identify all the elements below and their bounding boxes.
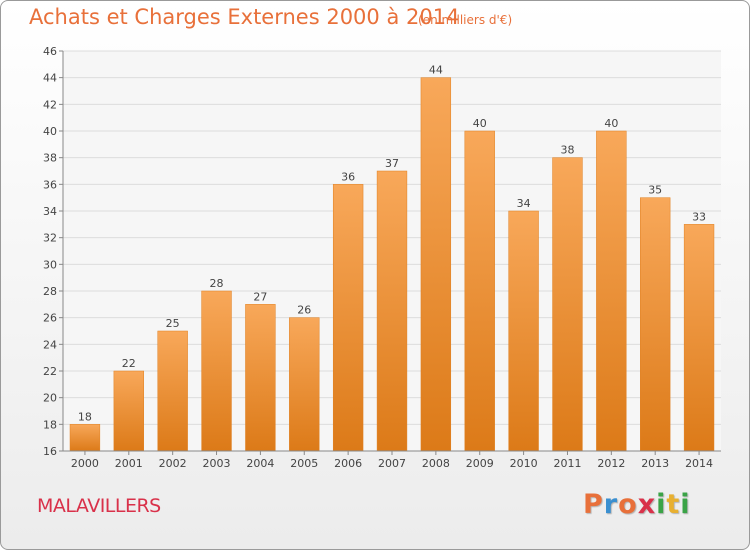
x-tick-label-2009: 2009 xyxy=(466,457,494,470)
y-tick-label: 44 xyxy=(43,72,57,85)
x-tick-label-2013: 2013 xyxy=(641,457,669,470)
logo-letter: r xyxy=(603,489,619,520)
bar-2011 xyxy=(552,157,583,452)
data-label-2003: 28 xyxy=(210,277,224,290)
bar-2009 xyxy=(464,130,495,452)
data-label-2010: 34 xyxy=(517,197,531,210)
logo-letter: P xyxy=(583,489,604,520)
bar-2001 xyxy=(113,370,144,452)
chart-title: Achats et Charges Externes 2000 à 2014 xyxy=(29,5,460,29)
bar-chart: 18 22 25 28 27 26 36 37 44 40 34 38 40 35 33 16 18 20 22 2… xyxy=(43,45,721,470)
axes: 16 18 20 22 24 26 28 30 32 34 36 38 40 42 44 46 2000 2001… xyxy=(43,45,721,470)
x-tick-label-2014: 2014 xyxy=(685,457,713,470)
x-tick-label-2007: 2007 xyxy=(378,457,406,470)
data-label-2013: 35 xyxy=(648,184,662,197)
data-labels: 18 22 25 28 27 26 36 37 44 40 34 38 40 35 33 xyxy=(78,64,706,424)
x-tick-label-2012: 2012 xyxy=(597,457,625,470)
x-tick-label-2000: 2000 xyxy=(71,457,99,470)
x-tick-label-2006: 2006 xyxy=(334,457,362,470)
commune-name: MALAVILLERS xyxy=(37,495,161,517)
data-label-2006: 36 xyxy=(341,170,355,183)
data-label-2001: 22 xyxy=(122,357,136,370)
bar-2002 xyxy=(157,330,188,452)
data-label-2007: 37 xyxy=(385,157,399,170)
bar-2010 xyxy=(508,210,539,452)
bar-2003 xyxy=(201,290,232,452)
chart-subtitle: (en milliers d'€) xyxy=(418,13,513,27)
logo-letter: i xyxy=(656,489,667,520)
x-tick-label-2011: 2011 xyxy=(553,457,581,470)
data-label-2011: 38 xyxy=(560,144,574,157)
data-label-2014: 33 xyxy=(692,210,706,223)
data-label-2009: 40 xyxy=(473,117,487,130)
proxiti-logo: Proxiti xyxy=(583,489,691,520)
bar-2004 xyxy=(245,304,276,452)
y-tick-label: 42 xyxy=(43,98,57,111)
y-tick-label: 20 xyxy=(43,392,57,405)
x-tick-label-2004: 2004 xyxy=(246,457,274,470)
y-tick-label: 32 xyxy=(43,232,57,245)
data-label-2008: 44 xyxy=(429,64,443,77)
logo-letter: x xyxy=(637,489,657,520)
data-label-2002: 25 xyxy=(166,317,180,330)
y-tick-label: 24 xyxy=(43,338,57,351)
y-tick-label: 16 xyxy=(43,445,57,458)
x-tick-label-2003: 2003 xyxy=(203,457,231,470)
y-tick-label: 34 xyxy=(43,205,57,218)
bars xyxy=(69,77,715,452)
data-label-2004: 27 xyxy=(253,290,267,303)
bar-2000 xyxy=(69,424,101,452)
y-tick-label: 18 xyxy=(43,418,57,431)
data-label-2005: 26 xyxy=(297,304,311,317)
y-tick-label: 30 xyxy=(43,258,57,271)
logo-letter: t xyxy=(666,489,681,520)
y-tick-label: 38 xyxy=(43,152,57,165)
bar-2014 xyxy=(683,224,715,452)
y-tick-label: 26 xyxy=(43,312,57,325)
bar-2006 xyxy=(332,184,364,452)
bar-2007 xyxy=(376,170,408,452)
y-tick-label: 46 xyxy=(43,45,57,58)
y-tick-label: 36 xyxy=(43,178,57,191)
y-tick-label: 22 xyxy=(43,365,57,378)
x-tick-label-2008: 2008 xyxy=(422,457,450,470)
bar-2012 xyxy=(596,130,627,452)
x-tick-label-2001: 2001 xyxy=(115,457,143,470)
x-tick-label-2002: 2002 xyxy=(159,457,187,470)
y-tick-label: 40 xyxy=(43,125,57,138)
bar-2013 xyxy=(640,197,671,452)
logo-letter: o xyxy=(618,489,638,520)
bar-2008 xyxy=(420,77,452,452)
logo-letter: i xyxy=(680,489,691,520)
x-tick-label-2005: 2005 xyxy=(290,457,318,470)
data-label-2000: 18 xyxy=(78,410,92,423)
x-tick-label-2010: 2010 xyxy=(510,457,538,470)
data-label-2012: 40 xyxy=(604,117,618,130)
y-tick-label: 28 xyxy=(43,285,57,298)
bar-2005 xyxy=(289,317,320,452)
